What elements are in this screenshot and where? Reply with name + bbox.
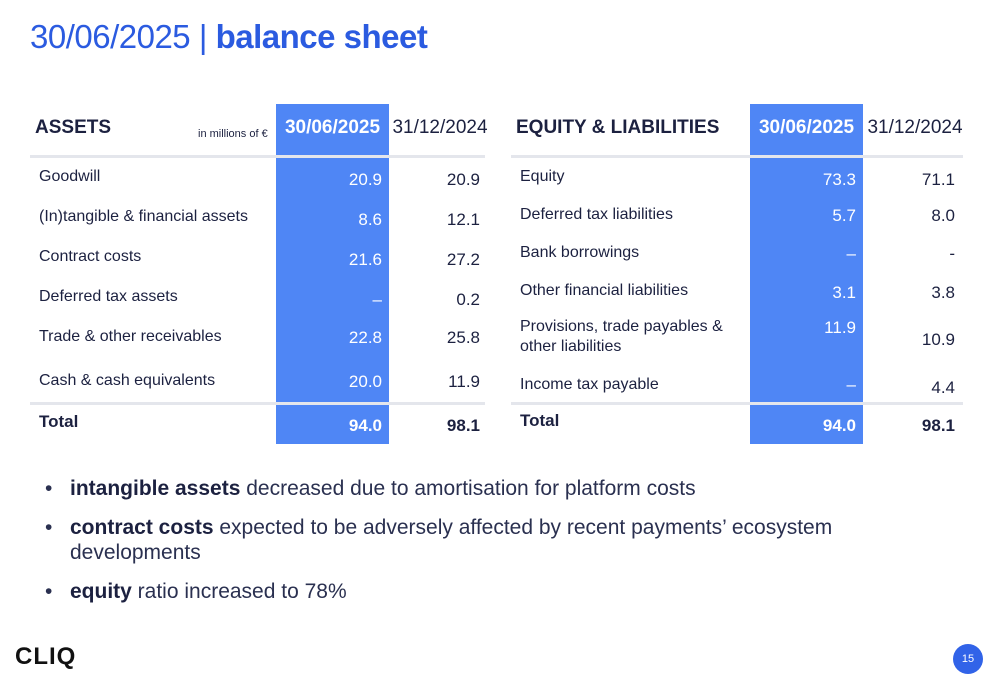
page-number-badge: 15 [953,644,983,674]
bullet-icon: • [45,516,53,539]
total-label: Total [520,411,560,430]
value-current: – [846,244,856,263]
bullet-text: decreased due to amortisation for platfo… [240,477,696,500]
bullet-keyword: intangible assets [70,477,241,500]
value-previous: 12.1 [446,210,480,229]
total-previous: 98.1 [921,416,955,435]
value-previous: 25.8 [446,328,480,347]
value-previous: 11.9 [448,372,480,391]
liabilities-table: EQUITY & LIABILITIES 30/06/2025 31/12/20… [511,104,966,449]
total-current: 94.0 [822,416,856,435]
value-previous: 3.8 [931,283,955,302]
value-current: 3.1 [832,283,856,302]
value-current: 73.3 [822,170,856,189]
row-label: Bank borrowings [520,244,640,261]
value-previous: 27.2 [446,250,480,269]
value-previous: 0.2 [456,290,480,309]
liabilities-header: EQUITY & LIABILITIES [516,117,720,138]
row-label: Provisions, trade payables & [520,318,723,335]
value-previous: 71.1 [921,170,955,189]
company-logo: CLIQ [15,643,77,670]
bullet-text: ratio increased to 78% [131,580,347,603]
total-previous: 98.1 [446,416,480,435]
value-previous: 4.4 [931,378,955,397]
value-current: 20.0 [348,372,382,391]
bullet-icon: • [45,477,53,500]
value-current: – [372,290,382,309]
bullet-text: expected to be adversely affected by rec… [70,516,833,564]
page-title: 30/06/2025 | balance sheet [30,18,428,56]
bullet-keyword: contract costs [70,516,214,539]
current-period-column [750,104,863,444]
list-item: • intangible assets decreased due to amo… [45,476,865,501]
header-divider [30,155,485,158]
value-current: 8.6 [358,210,382,229]
title-separator: | [190,18,216,55]
row-label: Other financial liabilities [520,282,689,299]
value-current: 20.9 [348,170,382,189]
value-current: 22.8 [348,328,382,347]
row-label: Income tax payable [520,376,659,393]
value-current: – [846,375,856,394]
assets-header: ASSETS [35,117,112,138]
row-label: (In)tangible & financial assets [39,208,248,225]
bullet-keyword: equity [70,580,132,603]
assets-table: ASSETS in millions of € 30/06/2025 31/12… [30,104,488,449]
value-current: 5.7 [832,206,856,225]
liabilities-col-previous: 31/12/2024 [867,117,963,138]
list-item: • contract costs expected to be adversel… [45,515,865,565]
list-item: • equity ratio increased to 78% [45,579,865,604]
title-date: 30/06/2025 [30,18,191,55]
value-previous: 10.9 [921,330,955,349]
row-label: Cash & cash equivalents [39,372,216,389]
row-label: Contract costs [39,248,142,265]
total-divider [30,402,485,405]
commentary-list: • intangible assets decreased due to amo… [45,476,865,618]
unit-label: in millions of € [198,128,268,140]
header-divider [511,155,963,158]
total-divider [511,402,963,405]
total-label: Total [39,412,79,431]
value-current: 21.6 [348,250,382,269]
bullet-icon: • [45,580,53,603]
row-label: Equity [520,168,565,185]
value-previous: 8.0 [931,206,955,225]
value-current: 11.9 [824,318,856,337]
value-previous: 20.9 [446,170,480,189]
total-current: 94.0 [348,416,382,435]
row-label-line2: other liabilities [520,338,622,355]
row-label: Deferred tax liabilities [520,206,673,223]
row-label: Trade & other receivables [39,328,222,345]
current-period-column [276,104,389,444]
value-previous: - [949,244,955,263]
liabilities-col-current: 30/06/2025 [758,117,855,138]
row-label: Deferred tax assets [39,288,178,305]
title-label: balance sheet [215,18,428,55]
row-label: Goodwill [39,168,101,185]
assets-col-previous: 31/12/2024 [392,117,488,138]
assets-col-current: 30/06/2025 [284,117,381,138]
